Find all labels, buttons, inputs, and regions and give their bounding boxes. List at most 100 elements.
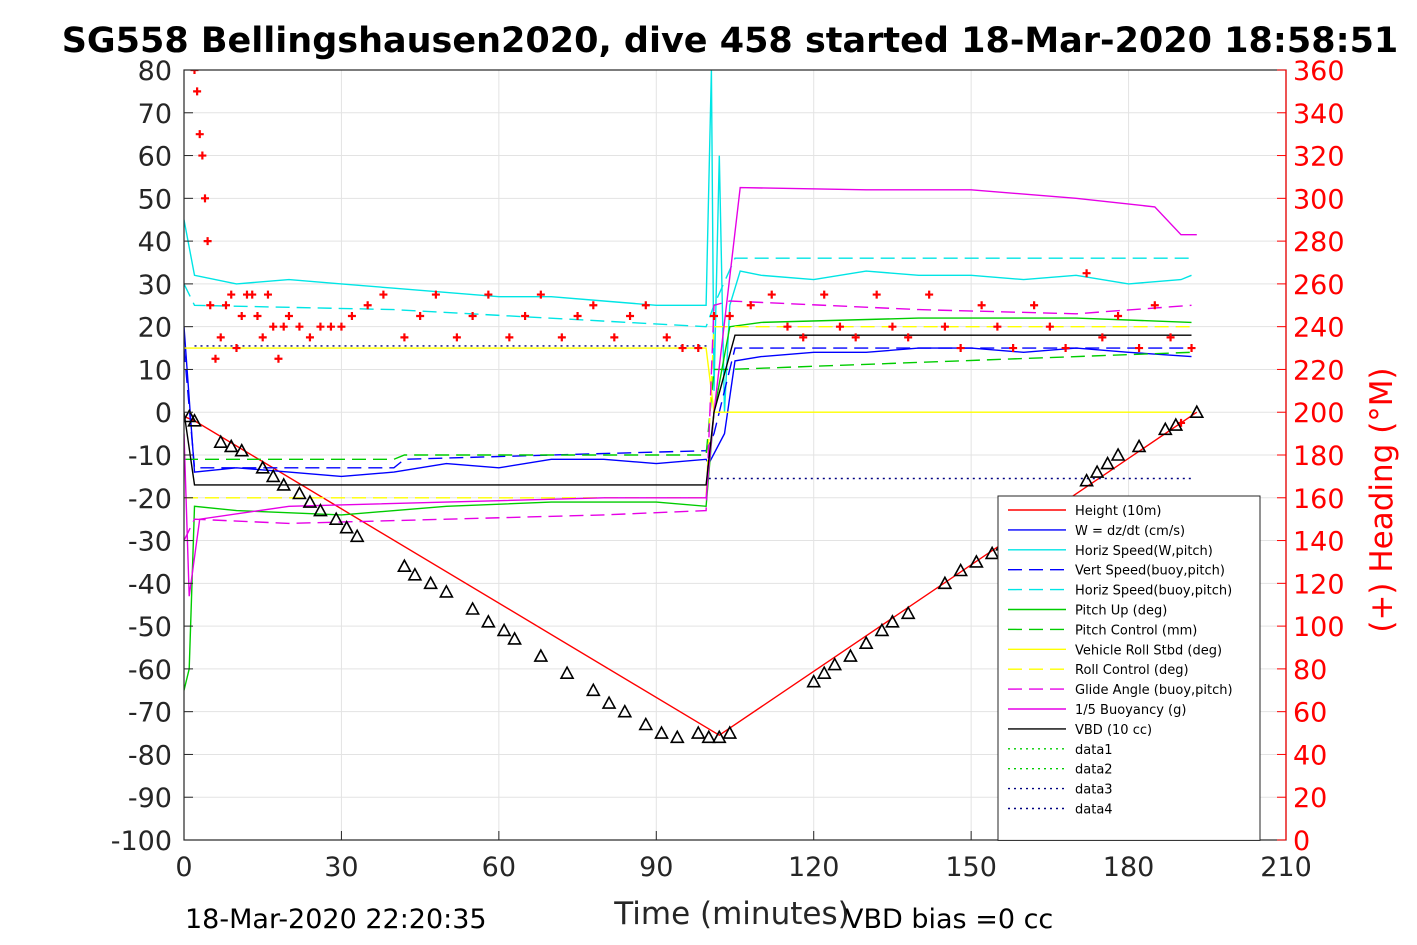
vbd-marker (654, 725, 669, 739)
heading-marker (694, 344, 703, 353)
legend-entry: Vert Speed(buoy,pitch) (1075, 564, 1225, 579)
vbd-marker (234, 443, 250, 457)
heading-marker (993, 322, 1002, 331)
legend-entry: 1/5 Buoyancy (g) (1075, 703, 1186, 718)
series-line-6 (184, 351, 1192, 460)
vbd-marker (328, 511, 344, 525)
legend-entry: Height (10m) (1075, 504, 1161, 519)
vbd-marker (265, 468, 281, 483)
vbd-marker (184, 408, 197, 423)
heading-marker (363, 301, 372, 310)
heading-marker (400, 333, 409, 342)
vbd-marker (213, 434, 229, 448)
y-tick-label: -50 (128, 612, 172, 643)
vbd-marker (953, 562, 968, 577)
heading-marker (888, 322, 897, 331)
vbd-marker (255, 460, 271, 474)
vbd-marker (874, 622, 890, 637)
vbd-marker (1131, 438, 1147, 453)
vbd-marker (1100, 455, 1115, 470)
right-tick-label: 60 (1293, 698, 1327, 729)
legend-entry: Pitch Up (deg) (1075, 604, 1167, 619)
heading-marker (557, 333, 566, 342)
heading-marker (200, 194, 209, 203)
plot-data (184, 70, 1205, 744)
vbd-marker (669, 729, 685, 744)
y-tick-label: 80 (138, 56, 172, 87)
heading-marker (783, 322, 792, 331)
y-tick-label: -20 (128, 484, 172, 515)
vbd-marker (843, 648, 858, 662)
heading-marker (269, 322, 278, 331)
heading-marker (1045, 322, 1054, 331)
heading-marker (258, 333, 267, 342)
heading-marker (799, 333, 808, 342)
vbd-marker (439, 584, 454, 598)
vbd-marker (507, 631, 522, 645)
right-tick-label: 120 (1293, 569, 1345, 600)
vbd-marker (423, 575, 438, 590)
heading-marker (1098, 333, 1107, 342)
vbd-marker (638, 716, 654, 731)
vbd-marker (223, 438, 239, 453)
legend-entry: Glide Angle (buoy,pitch) (1075, 683, 1233, 698)
legend-entry: Roll Control (deg) (1075, 663, 1189, 678)
vbd-marker (1110, 447, 1126, 461)
heading-marker (203, 237, 212, 246)
legend-box (997, 495, 1261, 841)
y-tick-label: 70 (138, 99, 172, 130)
vbd-marker (885, 614, 900, 628)
legend-entry: data4 (1075, 803, 1113, 818)
heading-marker (610, 333, 619, 342)
heading-marker (662, 333, 671, 342)
vbd-marker (496, 622, 512, 637)
heading-marker (1082, 269, 1091, 278)
vbd-marker (313, 502, 328, 517)
series-line-4 (184, 257, 1192, 328)
heading-marker (641, 301, 650, 310)
heading-marker (835, 322, 844, 331)
vbd-marker (1089, 464, 1105, 478)
y-tick-label: -80 (128, 740, 172, 771)
right-tick-label: 100 (1293, 612, 1345, 643)
heading-marker (904, 333, 913, 342)
vbd-marker (711, 729, 727, 744)
vbd-marker (701, 729, 717, 744)
footer-vbd-bias: VBD bias =0 cc (845, 904, 1053, 935)
series-line-5 (184, 317, 1192, 691)
right-tick-label: 340 (1293, 99, 1345, 130)
series-line-0 (184, 411, 1198, 737)
x-tick-label: 60 (482, 852, 516, 883)
right-axis-label: (+) Heading (°M) (1364, 367, 1400, 632)
legend-entry: data2 (1075, 763, 1113, 778)
legend-entry: W = dz/dt (cm/s) (1075, 524, 1185, 539)
vbd-marker (559, 665, 575, 679)
heading-marker (195, 130, 204, 139)
x-tick-label: 180 (1103, 852, 1155, 883)
heading-marker (216, 333, 225, 342)
heading-marker (237, 311, 246, 320)
vbd-marker (601, 695, 617, 709)
right-tick-label: 200 (1293, 398, 1345, 429)
right-tick-label: 20 (1293, 783, 1327, 814)
vbd-marker (187, 413, 202, 427)
heading-marker (190, 70, 199, 74)
heading-marker (1150, 301, 1159, 310)
legend-entry: Horiz Speed(buoy,pitch) (1075, 584, 1232, 599)
series-line-11 (184, 334, 1192, 486)
y-tick-label: -40 (128, 569, 172, 600)
heading-marker (977, 301, 986, 310)
heading-marker (274, 354, 283, 363)
x-tick-label: 120 (788, 852, 840, 883)
x-tick-label: 150 (945, 852, 997, 883)
vbd-marker (481, 614, 496, 628)
x-tick-label: 30 (324, 852, 358, 883)
right-tick-label: 320 (1293, 142, 1345, 173)
heading-marker (232, 344, 241, 353)
heading-marker (431, 290, 440, 299)
right-tick-label: 160 (1293, 484, 1345, 515)
right-tick-label: 300 (1293, 184, 1345, 215)
vbd-marker (465, 601, 480, 615)
heading-marker (284, 311, 293, 320)
vbd-marker (407, 567, 423, 581)
